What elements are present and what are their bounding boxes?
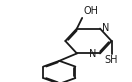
Text: OH: OH [84, 6, 98, 16]
Text: N: N [102, 23, 109, 33]
Text: SH: SH [105, 55, 118, 65]
Text: N: N [89, 49, 97, 59]
